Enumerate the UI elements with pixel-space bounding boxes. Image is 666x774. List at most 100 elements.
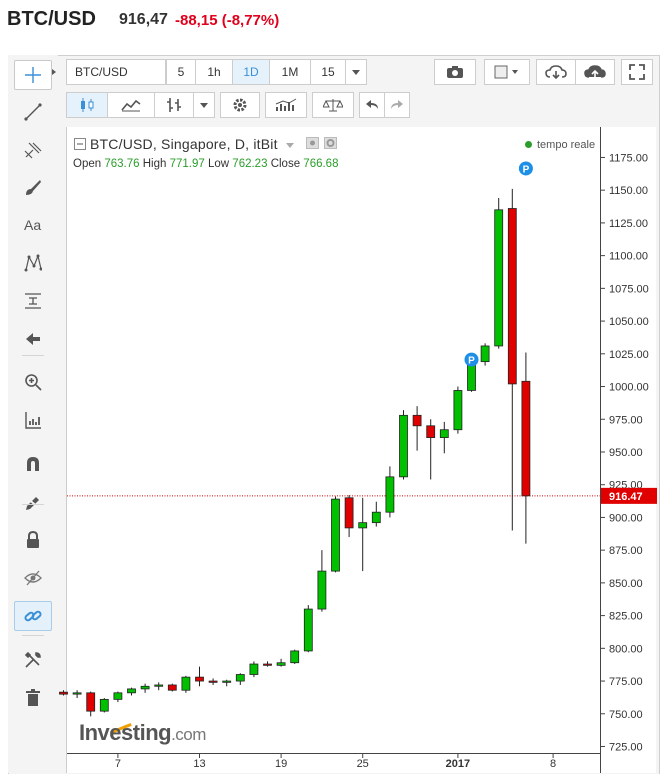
undo-button[interactable] (359, 92, 385, 118)
collapse-legend-icon[interactable] (74, 138, 86, 150)
pitchfork-tool[interactable] (14, 135, 52, 165)
redo-icon (391, 100, 403, 109)
symbol-field[interactable]: BTC/USD (66, 59, 166, 85)
last-price: 916,47 (119, 11, 168, 28)
crosshair-tool[interactable] (14, 60, 52, 90)
chevron-down-icon (352, 69, 360, 75)
eye-off-tool[interactable] (14, 563, 52, 593)
brush-icon (26, 180, 41, 195)
arrow-icon (26, 333, 40, 345)
cloud-download-icon (545, 65, 567, 80)
trend-line-icon (24, 103, 42, 121)
indicators-button[interactable] (107, 92, 155, 118)
trash-tool[interactable] (14, 683, 52, 713)
fullscreen-icon (629, 64, 645, 80)
chevron-down-icon (200, 102, 208, 108)
scale-button[interactable] (312, 92, 354, 118)
magnet-icon (27, 457, 39, 471)
trash-icon (26, 689, 40, 706)
interval-1m[interactable]: 1M (269, 59, 311, 85)
measure-icon (25, 412, 41, 429)
scale-icon (323, 99, 343, 112)
symbol-title: BTC/USD (7, 8, 96, 30)
quote-header: BTC/USD 916,47 -88,15 (-8,77%) (0, 0, 666, 44)
drawing-toolbar: Aa (8, 55, 58, 773)
interval-15[interactable]: 15 (310, 59, 346, 85)
color-square-icon (494, 65, 518, 79)
interval-1d-label: 1D (243, 65, 259, 79)
undo-icon (366, 100, 378, 109)
candles-icon (81, 98, 94, 112)
pencil-lock-tool[interactable] (14, 487, 52, 517)
zoom-icon (25, 374, 42, 391)
lock-tool[interactable] (14, 525, 52, 555)
settings-button[interactable] (220, 92, 260, 118)
realtime-indicator: tempo reale (525, 139, 595, 151)
tool-expand-icon[interactable] (52, 69, 56, 75)
bar-type-icon (167, 98, 181, 112)
interval-1h[interactable]: 1h (195, 59, 233, 85)
settings-icon (233, 98, 247, 112)
toolbar-divider (22, 635, 44, 636)
low-value: 762.23 (232, 158, 268, 170)
chart-area[interactable] (66, 127, 656, 773)
close-value: 766.68 (303, 158, 339, 170)
crosshair-icon (25, 67, 41, 83)
eye-icon[interactable] (305, 137, 320, 149)
zoom-tool[interactable] (14, 367, 52, 397)
pattern-tool[interactable] (14, 248, 52, 278)
low-label: Low (207, 158, 230, 170)
load-cloud-button[interactable] (575, 59, 615, 85)
fib-icon (25, 293, 41, 309)
candles-button[interactable] (66, 92, 108, 118)
brush-tool[interactable] (14, 172, 52, 202)
interval-group: 5 1h 1D 1M 15 (166, 59, 367, 85)
interval-1d[interactable]: 1D (232, 59, 270, 85)
save-cloud-button[interactable] (536, 59, 576, 85)
redo-button[interactable] (384, 92, 410, 118)
legend-title[interactable]: BTC/USD, Singapore, D, itBit (74, 136, 338, 152)
realtime-label: tempo reale (537, 139, 596, 151)
color-button[interactable] (484, 59, 530, 85)
pencil-lock-icon (25, 496, 41, 510)
eye-off-icon (24, 570, 42, 586)
toolbar-divider (22, 504, 44, 505)
realtime-dot-icon (525, 141, 532, 148)
text-icon: Aa (24, 217, 41, 233)
price-change: -88,15 (-8,77%) (175, 12, 280, 29)
wrench-icon (24, 651, 41, 668)
interval-5-label: 5 (177, 65, 185, 79)
close-label: Close (270, 158, 301, 170)
fib-tool[interactable] (14, 286, 52, 316)
interval-15-label: 15 (321, 65, 335, 79)
watermark-brand: Investing (79, 720, 172, 745)
high-value: 771.97 (169, 158, 205, 170)
symbol-field-text: BTC/USD (75, 65, 128, 79)
open-value: 763.76 (104, 158, 140, 170)
link-tool[interactable] (14, 601, 52, 631)
gear-icon[interactable] (323, 137, 338, 149)
wrench-tool[interactable] (14, 645, 52, 675)
interval-5[interactable]: 5 (166, 59, 196, 85)
compare-icon (275, 98, 297, 111)
investing-watermark: Investing.com (79, 720, 206, 746)
measure-tool[interactable] (14, 405, 52, 435)
arrow-tool[interactable] (14, 324, 52, 354)
watermark-suffix: .com (171, 725, 206, 744)
snapshot-button[interactable] (434, 59, 476, 85)
interval-dropdown[interactable] (345, 59, 367, 85)
cloud-upload-icon (584, 65, 606, 78)
interval-1h-label: 1h (207, 65, 221, 79)
trend-line-tool[interactable] (14, 97, 52, 127)
chevron-down-icon[interactable] (285, 143, 296, 149)
fullscreen-button[interactable] (621, 59, 653, 85)
bar-type-dropdown[interactable] (193, 92, 215, 118)
magnet-tool[interactable] (14, 449, 52, 479)
bar-type-button[interactable] (154, 92, 194, 118)
compare-button[interactable] (265, 92, 307, 118)
text-tool[interactable]: Aa (14, 210, 52, 240)
indicators-icon (121, 99, 141, 112)
lock-icon (27, 531, 39, 548)
interval-1m-label: 1M (281, 65, 299, 79)
open-label: Open (73, 158, 102, 170)
